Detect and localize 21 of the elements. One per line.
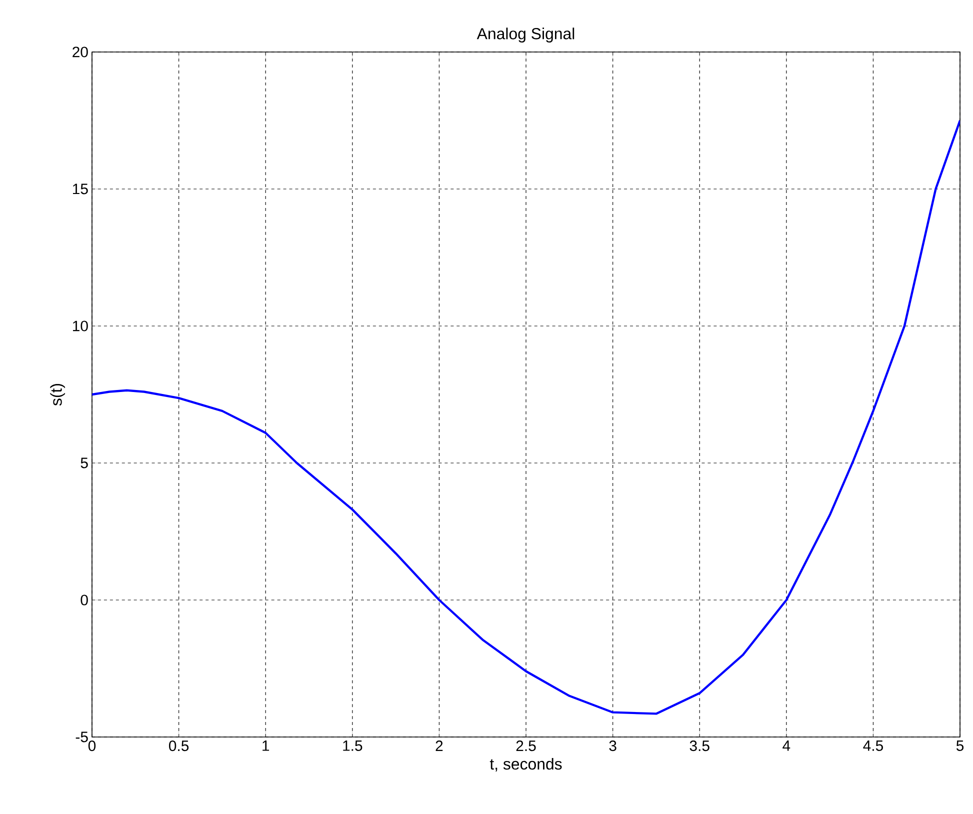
x-tick-label: 1.5 [343,740,362,751]
x-tick-label: 2 [436,740,443,751]
x-tick-label: 0 [88,740,96,752]
y-tick-label: 0 [80,594,88,606]
x-tick-label: 4.5 [863,740,883,751]
x-tick-label: 5 [956,740,964,751]
x-tick-label: 2.5 [516,740,536,752]
chart-title: Analog Signal [476,28,574,42]
x-tick-label: 1 [262,740,270,751]
x-axis-title: t, seconds [490,758,562,772]
y-tick-label: 15 [73,184,88,194]
x-tick-label: 4 [782,740,790,751]
y-tick-label: 5 [80,458,88,468]
y-tick-label: 20 [72,46,88,58]
x-tick-label: 3.5 [690,740,710,752]
y-tick-label: 10 [73,320,88,332]
line-series [92,119,960,715]
y-tick-label: -5 [76,732,88,742]
x-tick-label: 0.5 [168,740,189,752]
x-tick-label: 3 [609,740,616,752]
y-axis-title: s(t) [50,384,66,406]
